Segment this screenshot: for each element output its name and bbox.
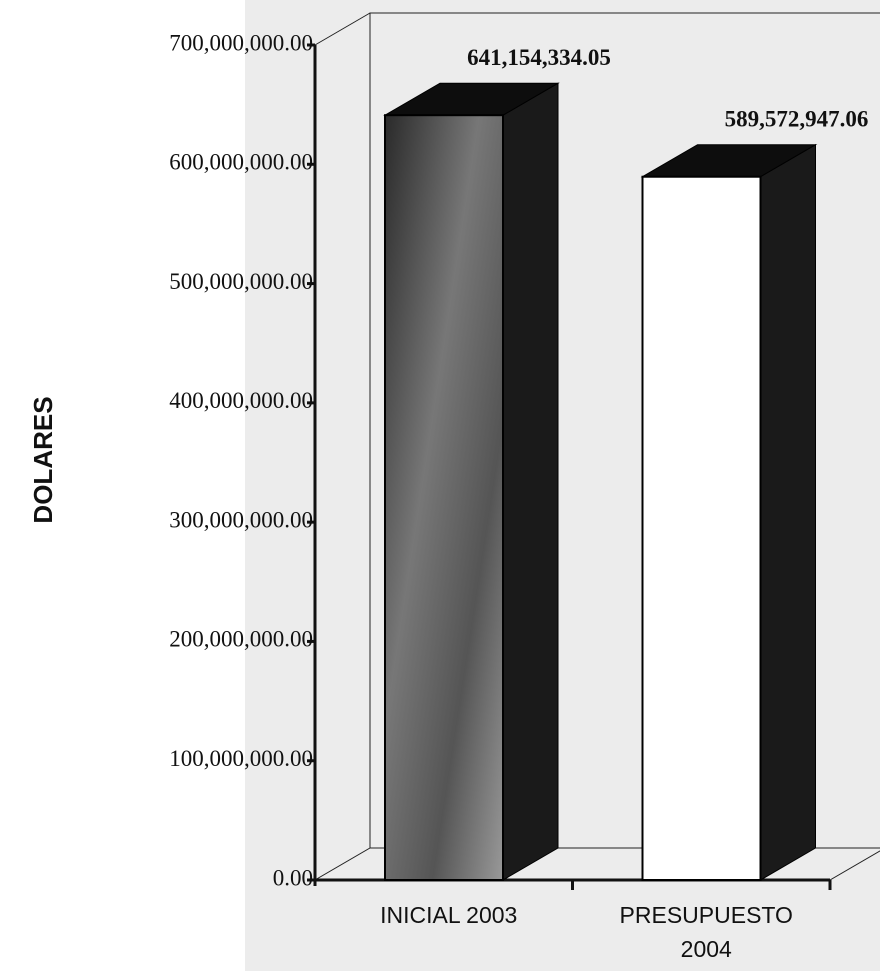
y-tick-label: 700,000,000.00	[169, 30, 313, 55]
value-label: 589,572,947.06	[725, 107, 869, 132]
y-tick-label: 600,000,000.00	[169, 150, 313, 175]
y-tick-label: 200,000,000.00	[169, 627, 313, 652]
value-label: 641,154,334.05	[467, 45, 611, 70]
bar-side	[760, 143, 816, 881]
y-tick-label: 400,000,000.00	[169, 388, 313, 413]
y-tick-label: 100,000,000.00	[169, 746, 313, 771]
back-wall	[369, 12, 880, 849]
y-axis-label: DOLARES	[28, 396, 58, 523]
x-tick-label: INICIAL 2003	[380, 902, 518, 928]
bar	[641, 175, 762, 881]
y-tick-label: 500,000,000.00	[169, 269, 313, 294]
side-wall-edge	[314, 12, 371, 46]
y-tick-label: 300,000,000.00	[169, 507, 313, 532]
bar-side	[502, 82, 559, 881]
y-tick-label: 0.00	[273, 865, 313, 890]
x-tick-label: PRESUPUESTO 2004	[619, 902, 793, 962]
bar	[384, 114, 504, 882]
